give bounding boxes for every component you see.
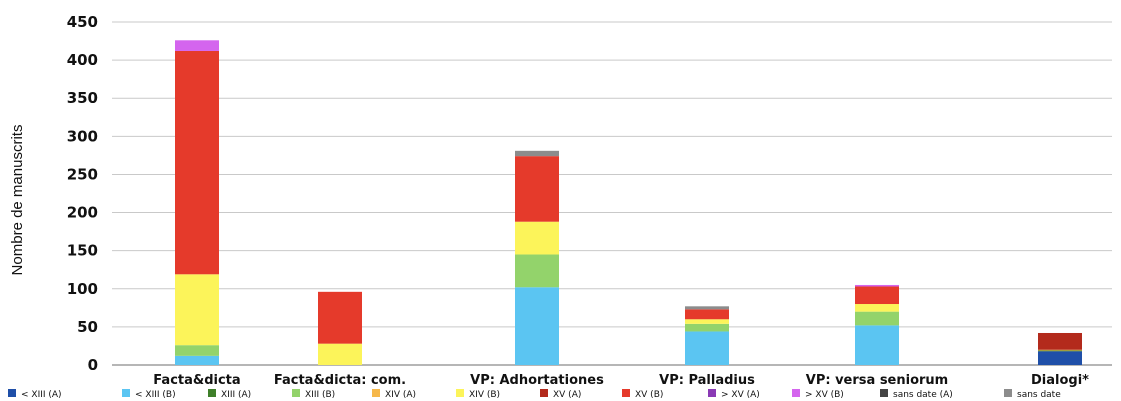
legend-swatch — [122, 389, 130, 397]
bar-segment — [515, 221, 559, 255]
bar-segment — [515, 287, 559, 365]
legend-label: < XIII (A) — [21, 390, 62, 400]
bar-segment — [855, 311, 899, 326]
legend-label: > XV (A) — [721, 390, 760, 400]
gridlines — [112, 21, 1112, 366]
bars — [175, 40, 1082, 365]
legend-swatch — [8, 389, 16, 397]
y-tick-label: 150 — [67, 242, 98, 260]
category-label: Facta&dicta: com. — [274, 373, 406, 388]
legend-label: XIV (B) — [469, 390, 500, 400]
legend-swatch — [622, 389, 630, 397]
y-tick-label: 450 — [67, 13, 98, 31]
bar-segment — [175, 40, 219, 51]
category-label: Facta&dicta — [153, 373, 240, 388]
y-tick-label: 0 — [88, 356, 98, 374]
legend-label: XV (A) — [553, 390, 581, 400]
y-tick-label: 50 — [77, 318, 98, 336]
legend-swatch — [1004, 389, 1012, 397]
legend-swatch — [792, 389, 800, 397]
bar-segment — [855, 284, 899, 287]
legend-swatch — [880, 389, 888, 397]
bar-segment — [855, 325, 899, 365]
legend-label: sans date (A) — [893, 390, 953, 400]
legend-label: XIII (B) — [305, 390, 335, 400]
category-label: VP: Adhortationes — [470, 373, 604, 388]
y-tick-label: 300 — [67, 127, 98, 145]
bar-segment — [515, 254, 559, 288]
legend-label: XIV (A) — [385, 390, 416, 400]
bar-segment — [1038, 350, 1082, 352]
bar-segment — [685, 309, 729, 320]
bar-segment — [685, 323, 729, 332]
bar-segment — [855, 286, 899, 305]
legend: < XIII (A) < XIII (B) XIII (A) XIII (B) XIV … — [8, 389, 1061, 400]
bar-segment — [685, 306, 729, 310]
bar-segment — [175, 274, 219, 346]
bar-segment — [318, 291, 362, 344]
bar-segment — [515, 150, 559, 157]
y-tick-label: 200 — [67, 204, 98, 222]
y-tick-label: 100 — [67, 280, 98, 298]
bar-segment — [1038, 332, 1082, 350]
legend-swatch — [708, 389, 716, 397]
y-tick-label: 350 — [67, 89, 98, 107]
legend-label: < XIII (B) — [135, 390, 176, 400]
category-labels: Facta&dicta Facta&dicta: com. VP: Adhortat… — [153, 373, 1089, 388]
legend-label: sans date — [1017, 390, 1061, 400]
legend-swatch — [540, 389, 548, 397]
legend-swatch — [292, 389, 300, 397]
legend-swatch — [208, 389, 216, 397]
legend-label: XIII (A) — [221, 390, 251, 400]
legend-label: > XV (B) — [805, 390, 844, 400]
category-label: VP: Palladius — [659, 373, 755, 388]
legend-label: XV (B) — [635, 390, 663, 400]
y-tick-label: 250 — [67, 165, 98, 183]
bar-segment — [175, 355, 219, 365]
y-axis-label: Nombre de manuscrits — [9, 125, 26, 276]
category-label: VP: versa seniorum — [806, 373, 948, 388]
bar-segment — [685, 319, 729, 324]
legend-swatch — [372, 389, 380, 397]
bar-segment — [685, 331, 729, 365]
bar-segment — [175, 345, 219, 356]
bar-segment — [175, 50, 219, 275]
legend-swatch — [456, 389, 464, 397]
y-tick-label: 400 — [67, 51, 98, 69]
y-tick-labels: 0 50 100 150 200 250 300 350 400 450 — [67, 13, 98, 374]
bar-segment — [318, 343, 362, 365]
category-label: Dialogi* — [1031, 373, 1089, 388]
bar-segment — [855, 304, 899, 312]
bar-segment — [1038, 349, 1082, 351]
bar-segment — [515, 156, 559, 222]
bar-segment — [1038, 351, 1082, 365]
